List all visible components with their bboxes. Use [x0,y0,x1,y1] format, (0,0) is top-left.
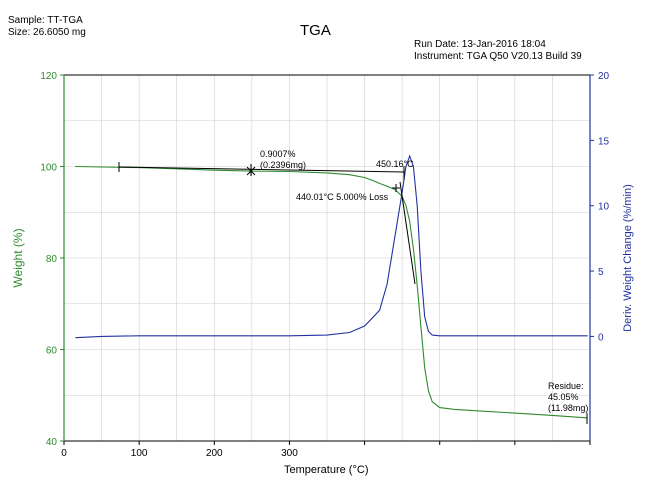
loss-point-label: 440.01°C 5.000% Loss [296,192,389,202]
y-tick-label: 40 [46,437,58,448]
y2-tick-label: 10 [598,202,610,213]
left-axis-ticks: 40 60 80 100 120 [40,71,64,448]
instrument-label: Instrument: TGA Q50 V20.13 Build 39 [414,51,582,62]
x-tick-label: 200 [206,448,223,459]
x-tick-label: 300 [281,448,298,459]
tangent-line [399,181,416,285]
x-axis-label: Temperature (°C) [284,464,368,476]
grid-lines [63,74,591,442]
x-tick-label: 0 [61,448,67,459]
annotation-labels: 0.9007% (0.2396mg) 450.16°C 440.01°C 5.0… [260,149,588,413]
y-tick-label: 80 [46,254,58,265]
x-tick-label: 100 [131,448,148,459]
y2-tick-label: 5 [598,267,604,278]
size-label: Size: 26.6050 mg [8,27,86,38]
sample-label: Sample: TT-TGA [8,15,83,26]
deriv-series-line [75,154,588,339]
run-date-label: Run Date: 13-Jan-2016 18:04 [414,39,546,50]
y2-tick-label: 0 [598,332,604,343]
step-star-b [246,166,256,176]
x-axis-ticks: 0 100 200 300 [61,441,591,459]
y2-tick-label: 20 [598,71,610,82]
step-change-label: 0.9007% [260,149,296,159]
step-baseline [118,166,405,173]
y-tick-label: 120 [40,71,57,82]
peak-temp-label: 450.16°C [376,159,414,169]
chart-title: TGA [300,22,331,39]
right-axis-ticks: 0 5 10 15 20 [590,71,610,343]
y-tick-label: 100 [40,163,57,174]
weight-series-line [75,165,588,419]
residue-label: Residue: [548,381,584,391]
residue-mass-label: (11.98mg) [548,403,588,413]
y-tick-label: 60 [46,346,58,357]
y-axis-label: Weight (%) [11,228,25,287]
annotations [118,162,588,424]
step-mass-label: (0.2396mg) [260,160,306,170]
y2-axis-label: Deriv. Weight Change (%/min) [622,184,634,332]
residue-percent-label: 45.05% [548,392,579,402]
y2-tick-label: 15 [598,136,610,147]
